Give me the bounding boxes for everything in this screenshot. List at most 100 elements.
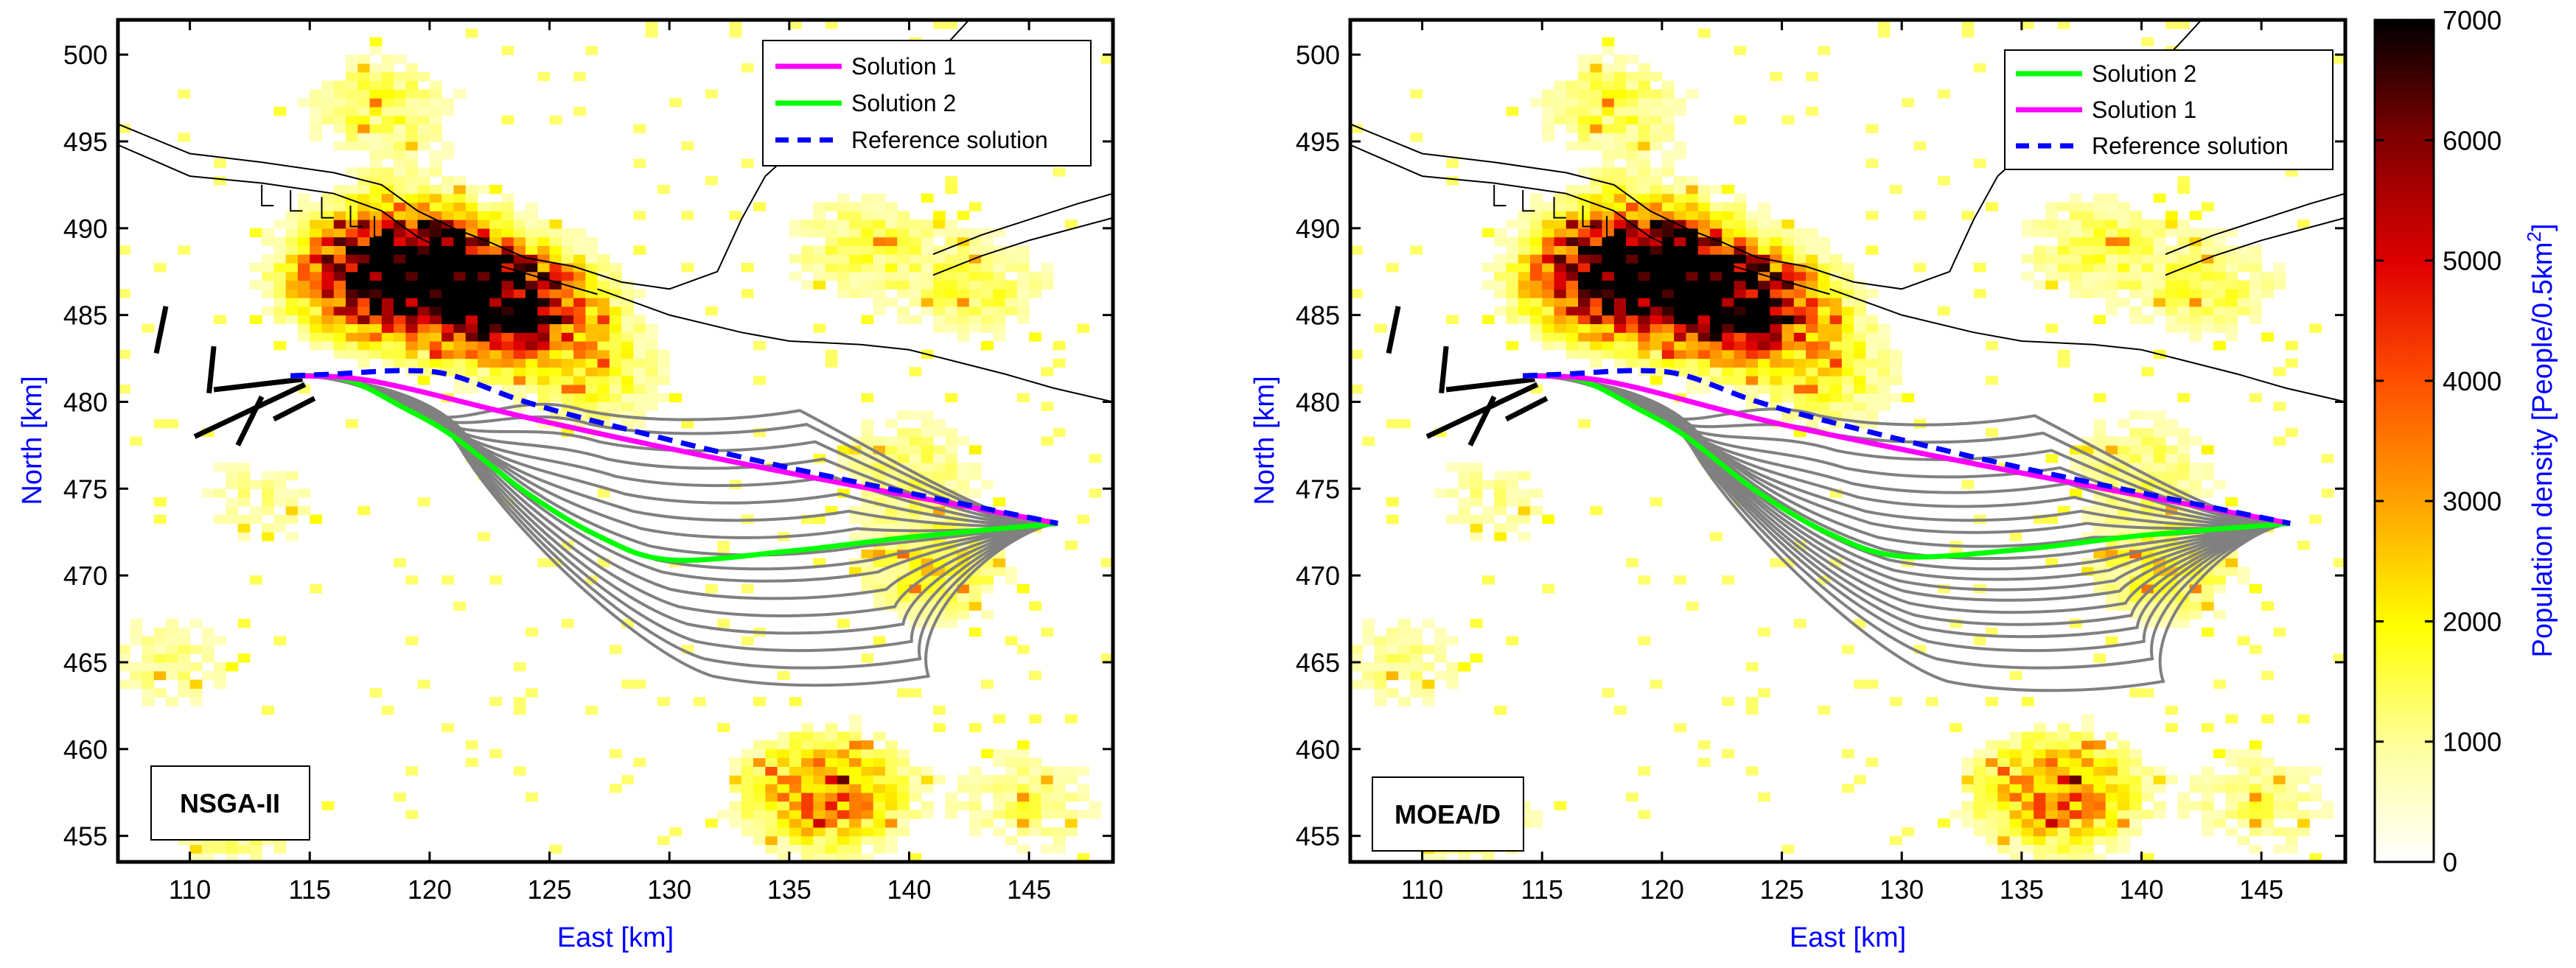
- population-cell: [477, 220, 490, 229]
- population-cell: [285, 289, 299, 298]
- population-cell: [1518, 488, 1531, 498]
- population-cell: [2093, 801, 2106, 810]
- legend-label-solution-2: Solution 2: [2092, 60, 2196, 87]
- population-cell: [921, 427, 934, 438]
- population-cell: [1041, 844, 1054, 854]
- population-cell: [1986, 775, 1998, 785]
- population-cell: [1602, 340, 1615, 351]
- population-cell: [2034, 757, 2046, 767]
- population-cell: [2081, 289, 2095, 298]
- population-cell: [1350, 645, 1363, 654]
- population-cell: [2189, 436, 2202, 446]
- population-cell: [1865, 289, 1879, 298]
- series-solution-1: [1523, 373, 2291, 526]
- population-cell: [501, 228, 514, 238]
- population-cell: [873, 636, 886, 646]
- population-cell: [801, 818, 814, 828]
- population-cell: [2309, 766, 2322, 776]
- population-cell: [1650, 332, 1663, 342]
- population-cell: [597, 280, 610, 290]
- population-cell: [945, 289, 958, 298]
- population-cell: [2105, 732, 2118, 741]
- population-cell: [1554, 323, 1567, 333]
- population-cell: [1542, 211, 1555, 220]
- population-cell: [1638, 271, 1651, 281]
- population-cell: [2105, 844, 2118, 854]
- population-cell: [501, 202, 514, 211]
- population-cell: [477, 340, 490, 351]
- population-cell: [214, 679, 226, 689]
- population-cell: [2105, 193, 2118, 203]
- population-cell: [1661, 332, 1675, 342]
- population-cell: [813, 792, 826, 802]
- population-cell: [1793, 384, 1807, 394]
- population-cell: [1722, 202, 1735, 211]
- population-cell: [2129, 792, 2143, 802]
- population-cell: [381, 228, 394, 238]
- population-cell: [2093, 835, 2106, 846]
- population-cell: [153, 627, 167, 637]
- population-cell: [561, 340, 574, 351]
- population-cell: [2081, 783, 2095, 793]
- population-cell: [357, 315, 371, 325]
- population-cell: [549, 393, 562, 403]
- population-cell: [1770, 384, 1783, 394]
- population-cell: [1745, 766, 1759, 776]
- population-cell: [2225, 801, 2238, 810]
- population-cell: [2129, 254, 2143, 264]
- population-cell: [405, 289, 419, 298]
- population-cell: [357, 71, 371, 82]
- population-cell: [2153, 220, 2166, 229]
- population-cell: [1781, 340, 1795, 351]
- population-cell: [1626, 202, 1638, 211]
- population-cell: [669, 393, 683, 403]
- population-cell: [933, 775, 946, 785]
- population-cell: [1841, 280, 1854, 290]
- population-cell: [1590, 228, 1603, 238]
- population-cell: [609, 748, 622, 759]
- population-cell: [1697, 220, 1711, 229]
- population-cell: [1745, 349, 1759, 360]
- population-cell: [357, 245, 371, 255]
- population-cell: [945, 454, 958, 463]
- population-cell: [441, 358, 455, 368]
- population-cell: [933, 419, 946, 429]
- population-cell: [1745, 697, 1759, 706]
- population-cell: [273, 106, 287, 116]
- population-cell: [357, 280, 371, 290]
- population-cell: [825, 827, 838, 837]
- population-cell: [2117, 844, 2130, 854]
- population-cell: [1638, 340, 1651, 351]
- population-cell: [465, 193, 478, 203]
- population-cell: [1937, 306, 1950, 316]
- population-cell: [1566, 332, 1579, 342]
- population-cell: [1506, 488, 1519, 498]
- population-cell: [585, 323, 598, 333]
- population-cell: [729, 766, 742, 776]
- population-cell: [633, 679, 646, 689]
- population-cell: [1016, 254, 1030, 264]
- population-cell: [214, 514, 226, 525]
- population-cell: [1542, 323, 1555, 333]
- population-cell: [321, 115, 335, 125]
- population-cell: [1781, 289, 1795, 298]
- population-cell: [369, 323, 383, 333]
- population-cell: [394, 289, 406, 298]
- population-cell: [369, 306, 383, 316]
- population-cell: [285, 497, 299, 507]
- population-cell: [1506, 306, 1519, 316]
- population-cell: [968, 723, 982, 732]
- population-cell: [1077, 792, 1090, 802]
- population-cell: [1578, 193, 1591, 203]
- population-cell: [1902, 827, 1915, 837]
- population-cell: [1638, 220, 1651, 229]
- population-cell: [2297, 810, 2310, 819]
- population-cell: [153, 645, 167, 654]
- population-cell: [1986, 766, 1998, 776]
- population-cell: [405, 636, 419, 646]
- population-cell: [1818, 323, 1831, 333]
- population-cell: [2273, 792, 2286, 802]
- population-cell: [825, 732, 838, 741]
- population-cell: [1674, 289, 1687, 298]
- population-cell: [1470, 497, 1483, 507]
